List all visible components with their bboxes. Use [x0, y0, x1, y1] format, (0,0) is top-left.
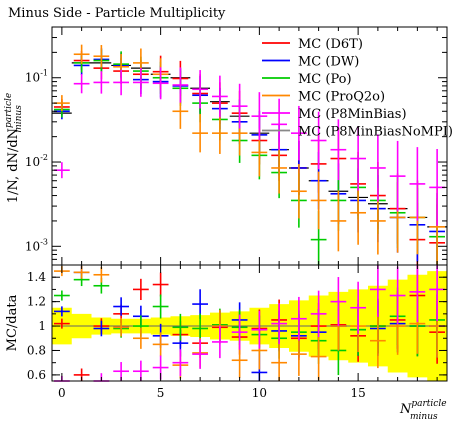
- lower-y-tick-label: 1.4: [27, 270, 46, 284]
- lower-y-tick-label: 0.6: [27, 368, 46, 382]
- lower-plot-frame: [51, 264, 448, 382]
- upper-y-label-sub: minus: [14, 105, 24, 133]
- svg-text:Nparticle: Nparticle: [399, 399, 447, 417]
- legend: MC (D6T) MC (DW) MC (Po) MC (ProQ2o) MC (P8M…: [262, 37, 453, 140]
- legend-label: MC (P8MinBiasNoMPI): [298, 125, 453, 140]
- lower-plot-content: [52, 265, 447, 382]
- upper-y-tick-label: 10-3: [25, 237, 48, 253]
- upper-y-tick-exponent: -2: [40, 153, 48, 162]
- upper-y-label-sup: particle: [4, 93, 14, 128]
- legend-label: MC (D6T): [298, 37, 363, 52]
- x-tick-label: 10: [252, 386, 267, 400]
- x-label-main: N: [399, 402, 412, 417]
- legend-label: MC (P8MinBias): [298, 107, 407, 122]
- lower-y-tick-label: 1.2: [27, 295, 46, 309]
- upper-y-tick-exponent: -3: [40, 237, 48, 246]
- x-label-sup: particle: [411, 399, 446, 409]
- upper-y-label-main: 1/N, dN/dN: [6, 128, 21, 203]
- upper-y-axis-label: 1/N, dN/dNparticleminus: [4, 93, 24, 203]
- axes-text: Minus Side - Particle Multiplicity 1/N, …: [4, 6, 447, 422]
- x-axis-label: Nparticle minus: [399, 399, 447, 422]
- upper-y-tick-label: 10-2: [25, 153, 48, 169]
- lower-y-tick-label: 0.8: [27, 343, 46, 357]
- x-tick-label: 5: [157, 386, 165, 400]
- lower-panel: [51, 264, 448, 382]
- x-tick-label: 0: [58, 386, 66, 400]
- lower-y-axis-label: MC/data: [5, 294, 20, 351]
- x-label-sub: minus: [410, 412, 438, 422]
- upper-plot-content: [52, 44, 447, 265]
- svg-text:1/N, dN/dNparticleminus: 1/N, dN/dNparticleminus: [4, 93, 24, 203]
- upper-y-tick-label: 10-1: [25, 69, 48, 85]
- chart-title: Minus Side - Particle Multiplicity: [8, 6, 226, 21]
- x-tick-label: 15: [350, 386, 365, 400]
- legend-label: MC (ProQ2o): [298, 90, 385, 105]
- legend-label: MC (Po): [298, 72, 352, 87]
- legend-label: MC (DW): [298, 55, 359, 70]
- upper-y-tick-exponent: -1: [40, 69, 48, 78]
- upper-panel: [51, 26, 448, 266]
- lower-y-tick-label: 1: [38, 319, 46, 333]
